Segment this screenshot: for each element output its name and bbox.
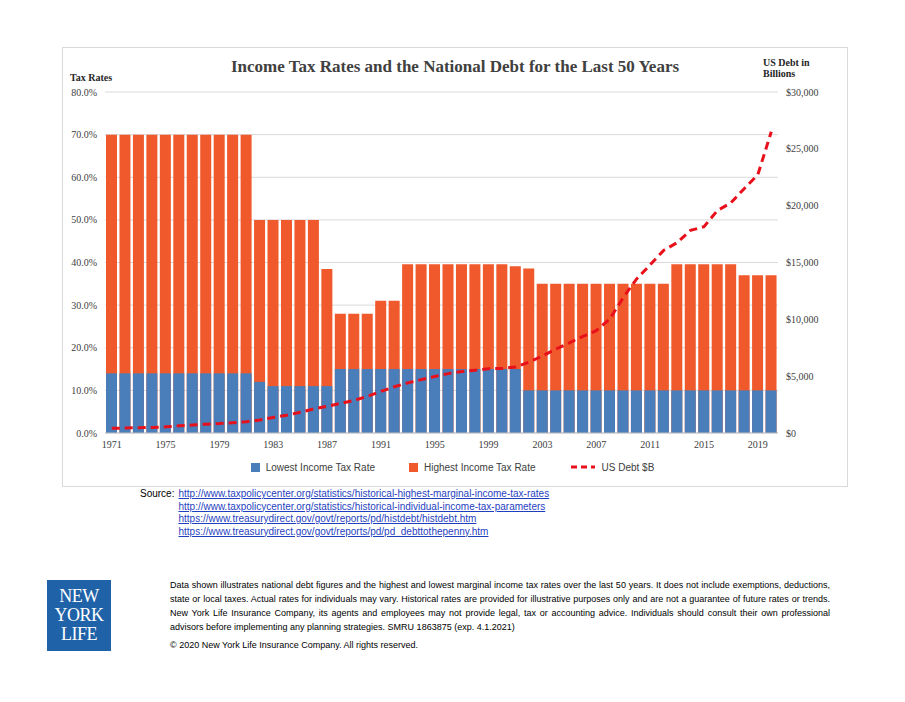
svg-text:2007: 2007 [586, 439, 606, 450]
svg-text:40.0%: 40.0% [71, 257, 97, 268]
svg-text:$25,000: $25,000 [786, 143, 819, 154]
svg-text:1999: 1999 [479, 439, 499, 450]
svg-text:1983: 1983 [263, 439, 283, 450]
svg-text:$5,000: $5,000 [786, 371, 814, 382]
svg-text:20.0%: 20.0% [71, 342, 97, 353]
svg-text:30.0%: 30.0% [71, 300, 97, 311]
html-text:Tax Rates: Tax Rates [70, 72, 113, 83]
html-text:US Debt $B: US Debt $B [601, 461, 655, 473]
svg-text:50.0%: 50.0% [71, 214, 97, 225]
svg-text:$10,000: $10,000 [786, 314, 819, 325]
svg-text:60.0%: 60.0% [71, 172, 97, 183]
html-text:LIFE: LIFE [61, 624, 97, 644]
html-text:Source: http://www.taxpolicyce: Source: http://www.taxpolicycenter.org/s… [140, 488, 550, 499]
svg-text:2011: 2011 [640, 439, 660, 450]
html-text:https://www.treasurydirect.gov: https://www.treasurydirect.gov/govt/repo… [178, 525, 489, 537]
svg-text:70.0%: 70.0% [71, 129, 97, 140]
svg-text:$0: $0 [786, 428, 796, 439]
svg-text:1995: 1995 [425, 439, 445, 450]
svg-text:2003: 2003 [532, 439, 552, 450]
svg-text:$30,000: $30,000 [786, 87, 819, 98]
svg-text:1971: 1971 [102, 439, 122, 450]
html-text:http://www.taxpolicycenter.org: http://www.taxpolicycenter.org/statistic… [178, 500, 546, 512]
svg-text:1975: 1975 [156, 439, 176, 450]
svg-text:10.0%: 10.0% [71, 385, 97, 396]
svg-text:80.0%: 80.0% [71, 87, 97, 98]
svg-text:2015: 2015 [694, 439, 714, 450]
html-text:NEW: NEW [59, 586, 99, 606]
svg-text:$20,000: $20,000 [786, 200, 819, 211]
html-text:Income Tax Rates and the Natio: Income Tax Rates and the National Debt f… [230, 57, 680, 76]
html-text:YORK: YORK [54, 605, 104, 625]
svg-text:2019: 2019 [748, 439, 768, 450]
svg-text:$15,000: $15,000 [786, 257, 819, 268]
svg-text:0.0%: 0.0% [76, 428, 97, 439]
svg-text:1987: 1987 [317, 439, 337, 450]
html-text:Data shown illustrates nationa: Data shown illustrates national debt fig… [170, 580, 830, 632]
html-text:US Debt in Billions: US Debt in Billions [763, 57, 810, 79]
html-text:Highest Income Tax Rate: Highest Income Tax Rate [424, 461, 536, 473]
svg-text:1979: 1979 [209, 439, 229, 450]
html-text:Lowest Income Tax Rate: Lowest Income Tax Rate [265, 461, 375, 473]
html-text:© 2020 New York Life Insurance: © 2020 New York Life Insurance Company. … [170, 640, 419, 650]
svg-text:1991: 1991 [371, 439, 391, 450]
html-text:https://www.treasurydirect.gov: https://www.treasurydirect.gov/govt/repo… [178, 513, 477, 524]
